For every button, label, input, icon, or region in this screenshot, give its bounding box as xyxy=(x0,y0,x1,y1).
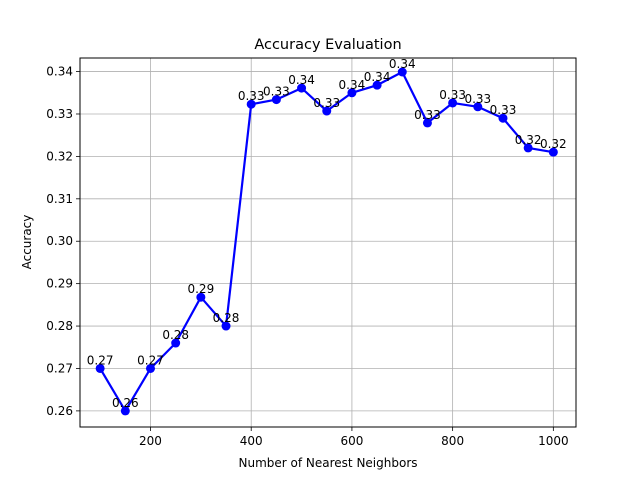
y-tick-label: 0.30 xyxy=(46,234,73,248)
data-labels: 0.270.260.270.280.290.280.330.330.340.33… xyxy=(87,57,567,410)
y-axis-label: Accuracy xyxy=(20,215,34,270)
x-axis-ticks: 200 400 600 800 1000 xyxy=(139,427,569,448)
plot-frame xyxy=(79,57,577,428)
data-point xyxy=(196,292,206,302)
data-label: 0.33 xyxy=(263,85,290,99)
data-point xyxy=(297,83,307,93)
data-label: 0.34 xyxy=(288,73,315,87)
y-tick-label: 0.33 xyxy=(46,107,73,121)
data-point xyxy=(473,102,483,112)
data-label: 0.33 xyxy=(414,108,441,122)
data-point xyxy=(422,118,432,128)
data-label: 0.32 xyxy=(515,133,542,147)
data-point xyxy=(498,113,508,123)
data-label: 0.33 xyxy=(464,92,491,106)
data-point xyxy=(372,80,382,90)
data-point xyxy=(322,106,332,116)
data-label: 0.32 xyxy=(540,137,567,151)
y-tick-label: 0.31 xyxy=(46,192,73,206)
data-point xyxy=(448,98,458,108)
data-point xyxy=(347,88,357,98)
data-label: 0.26 xyxy=(112,396,139,410)
data-point xyxy=(548,147,558,157)
data-label: 0.33 xyxy=(313,96,340,110)
y-tick-label: 0.29 xyxy=(46,277,73,291)
x-tick-label: 200 xyxy=(139,434,162,448)
y-axis-ticks: 0.26 0.27 0.28 0.29 0.30 0.31 0.32 0.33 0.34 xyxy=(46,65,80,418)
chart-title: Accuracy Evaluation xyxy=(254,37,401,53)
data-label: 0.34 xyxy=(339,78,366,92)
data-point xyxy=(221,321,231,331)
data-point xyxy=(246,99,256,109)
data-label: 0.27 xyxy=(137,353,164,367)
x-axis-label: Number of Nearest Neighbors xyxy=(239,456,418,470)
data-label: 0.33 xyxy=(490,103,517,117)
data-label: 0.34 xyxy=(389,57,416,71)
data-point xyxy=(95,363,105,373)
data-label: 0.34 xyxy=(364,70,391,84)
x-tick-label: 1000 xyxy=(538,434,569,448)
x-tick-label: 400 xyxy=(240,434,263,448)
data-point xyxy=(145,363,155,373)
y-tick-label: 0.26 xyxy=(46,404,73,418)
data-label: 0.28 xyxy=(213,311,240,325)
data-point xyxy=(397,67,407,77)
data-label: 0.33 xyxy=(238,89,265,103)
data-point xyxy=(523,143,533,153)
data-label: 0.27 xyxy=(87,353,114,367)
y-tick-label: 0.32 xyxy=(46,149,73,163)
x-tick-label: 800 xyxy=(441,434,464,448)
data-label: 0.29 xyxy=(187,282,214,296)
data-point xyxy=(120,406,130,416)
data-label: 0.33 xyxy=(439,88,466,102)
y-tick-label: 0.28 xyxy=(46,319,73,333)
data-label: 0.28 xyxy=(162,328,189,342)
y-tick-label: 0.34 xyxy=(46,65,73,79)
data-series xyxy=(95,67,558,416)
x-tick-label: 600 xyxy=(340,434,363,448)
data-point xyxy=(271,95,281,105)
data-point xyxy=(171,338,181,348)
y-tick-label: 0.27 xyxy=(46,361,73,375)
